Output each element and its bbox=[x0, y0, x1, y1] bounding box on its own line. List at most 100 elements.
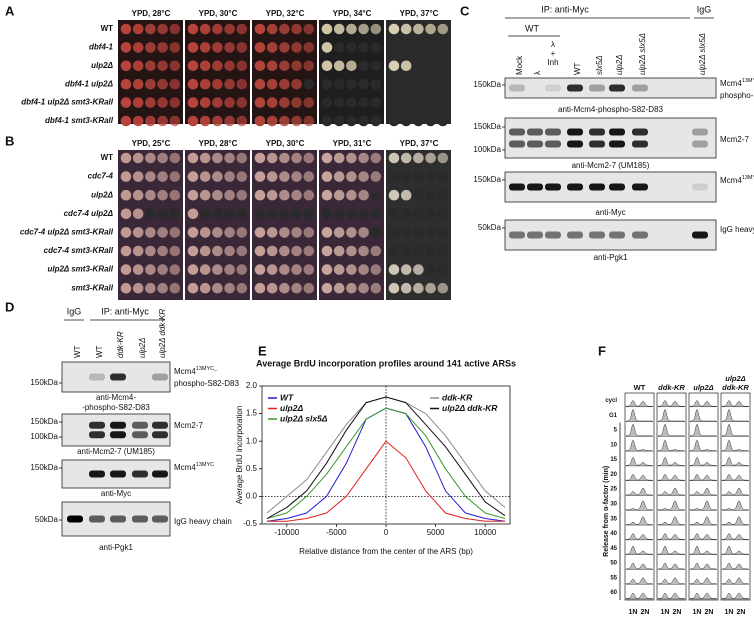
colony-spot bbox=[224, 171, 235, 182]
colony-spot bbox=[212, 152, 223, 164]
histogram bbox=[689, 533, 718, 541]
band bbox=[692, 140, 708, 148]
colony-spot bbox=[132, 245, 144, 257]
histogram bbox=[721, 516, 750, 526]
colony-spot bbox=[346, 115, 357, 127]
colony-spot bbox=[120, 227, 132, 238]
lane-label: + bbox=[551, 49, 556, 58]
histogram bbox=[657, 562, 686, 570]
lane-label: λ bbox=[533, 71, 542, 75]
colony-spot bbox=[266, 189, 278, 201]
colony-spot bbox=[212, 189, 223, 201]
colony-spot bbox=[266, 171, 278, 182]
colony-spot bbox=[236, 208, 248, 220]
protein-name-sup: 13MYC_ bbox=[196, 366, 218, 372]
band bbox=[110, 421, 126, 429]
colony-spot bbox=[358, 227, 369, 238]
colony-spot bbox=[370, 97, 382, 108]
histogram bbox=[657, 456, 686, 467]
antibody-label: anti-Pgk1 bbox=[99, 543, 133, 552]
colony-spot bbox=[169, 78, 181, 90]
colony-spot bbox=[199, 42, 211, 53]
strain-label: WT bbox=[101, 24, 114, 33]
colony-spot bbox=[254, 78, 266, 90]
colony-spot bbox=[358, 42, 369, 53]
colony-spot bbox=[413, 23, 424, 35]
colony-spot bbox=[212, 245, 223, 257]
colony-spot bbox=[224, 208, 235, 220]
colony-spot bbox=[370, 171, 382, 182]
colony-spot bbox=[254, 227, 266, 238]
colony-spot bbox=[212, 78, 223, 90]
x-label: 2N bbox=[737, 609, 746, 616]
column-label: ddk-KR bbox=[658, 383, 685, 392]
colony-spot bbox=[157, 152, 168, 164]
panel-label: D bbox=[5, 299, 14, 314]
colony-spot bbox=[187, 23, 199, 35]
panel-label: B bbox=[5, 133, 14, 148]
colony-spot bbox=[236, 42, 248, 53]
colony-spot bbox=[187, 189, 199, 201]
colony-spot bbox=[212, 60, 223, 72]
row-label: 30 bbox=[610, 501, 617, 507]
strain-label: cdc7-4 ulp2Δ bbox=[64, 209, 114, 218]
ip-label: IP: anti-Myc bbox=[101, 306, 149, 316]
size-marker: 50kDa bbox=[35, 515, 59, 524]
colony-spot bbox=[370, 42, 382, 53]
histogram-box bbox=[688, 392, 719, 601]
colony-spot bbox=[400, 23, 412, 35]
colony-spot bbox=[358, 282, 369, 294]
colony-spot bbox=[266, 42, 278, 53]
band bbox=[67, 515, 83, 523]
x-tick-label: 0 bbox=[384, 528, 389, 537]
colony-spot bbox=[413, 152, 424, 164]
colony-spot bbox=[303, 282, 315, 294]
histogram bbox=[721, 409, 750, 422]
histogram bbox=[721, 500, 750, 511]
row-label: 15 bbox=[610, 457, 617, 463]
x-tick-label: -10000 bbox=[274, 528, 299, 537]
colony-spot bbox=[425, 42, 436, 53]
colony-spot bbox=[120, 282, 132, 294]
colony-spot bbox=[279, 23, 290, 35]
colony-spot bbox=[303, 208, 315, 220]
histogram bbox=[689, 592, 718, 600]
protein-name-main: Mcm4 bbox=[720, 176, 742, 185]
lane-label: ddk-KR bbox=[116, 331, 125, 358]
colony-spot bbox=[400, 152, 412, 164]
strain-label: ulp2Δ bbox=[91, 190, 113, 199]
x-label: 1N bbox=[693, 609, 702, 616]
colony-spot bbox=[199, 152, 211, 164]
strain-label: cdc7-4 smt3-KRall bbox=[44, 246, 114, 255]
colony-spot bbox=[333, 115, 345, 127]
size-marker: 100kDa bbox=[473, 145, 501, 154]
plate bbox=[185, 20, 250, 124]
histogram bbox=[657, 487, 686, 496]
colony-spot bbox=[346, 152, 357, 164]
colony-spot bbox=[303, 171, 315, 182]
histogram bbox=[625, 592, 654, 600]
colony-spot bbox=[132, 264, 144, 275]
colony-spot bbox=[346, 97, 357, 108]
histogram bbox=[657, 577, 686, 585]
histogram bbox=[721, 474, 750, 481]
colony-spot bbox=[321, 227, 333, 238]
colony-spot bbox=[346, 23, 357, 35]
size-marker: 150kDa bbox=[30, 463, 58, 472]
band bbox=[632, 183, 648, 191]
colony-spot bbox=[187, 60, 199, 72]
size-marker: 150kDa bbox=[473, 122, 501, 131]
colony-spot bbox=[346, 60, 357, 72]
colony-spot bbox=[291, 227, 302, 238]
colony-spot bbox=[199, 171, 211, 182]
x-label: 2N bbox=[641, 609, 650, 616]
antibody-label: anti-Mcm4- bbox=[96, 393, 136, 402]
lane-label: Inh bbox=[547, 58, 558, 67]
colony-spot bbox=[132, 78, 144, 90]
colony-spot bbox=[400, 60, 412, 72]
histogram bbox=[625, 439, 654, 452]
protein-name-main: IgG heavy chain bbox=[720, 225, 754, 234]
colony-spot bbox=[187, 97, 199, 108]
band bbox=[509, 183, 525, 191]
colony-spot bbox=[279, 171, 290, 182]
